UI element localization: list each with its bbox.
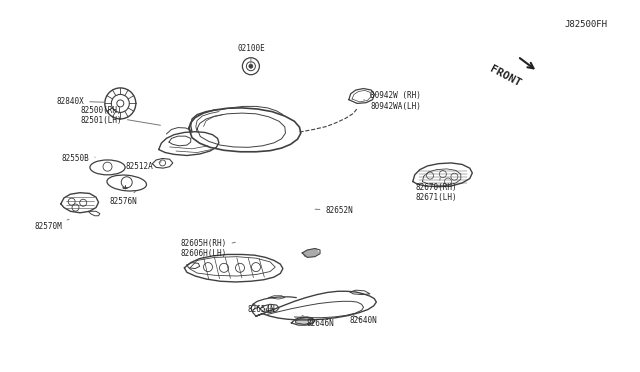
Circle shape <box>249 64 253 68</box>
Text: 82550B: 82550B <box>61 154 95 163</box>
Text: 82654N: 82654N <box>247 305 275 314</box>
Text: 82500(RH)
82501(LH): 82500(RH) 82501(LH) <box>80 106 161 125</box>
Text: 82840X: 82840X <box>56 97 105 106</box>
Text: 80942W (RH)
80942WA(LH): 80942W (RH) 80942WA(LH) <box>364 92 421 111</box>
Text: 82652N: 82652N <box>315 206 353 215</box>
Text: 82670(RH)
82671(LH): 82670(RH) 82671(LH) <box>415 178 458 202</box>
Text: 82605H(RH)
82606H(LH): 82605H(RH) 82606H(LH) <box>180 239 236 258</box>
Text: FRONT: FRONT <box>488 64 523 89</box>
Polygon shape <box>303 249 319 256</box>
Text: 82646N: 82646N <box>302 315 334 328</box>
Text: J82500FH: J82500FH <box>564 20 607 29</box>
Text: 82576N: 82576N <box>109 191 137 206</box>
Text: 82570M: 82570M <box>34 219 69 231</box>
Text: 82512A: 82512A <box>125 162 161 171</box>
Text: 02100E: 02100E <box>237 44 265 64</box>
Polygon shape <box>296 318 312 324</box>
Text: 82640N: 82640N <box>349 315 378 325</box>
